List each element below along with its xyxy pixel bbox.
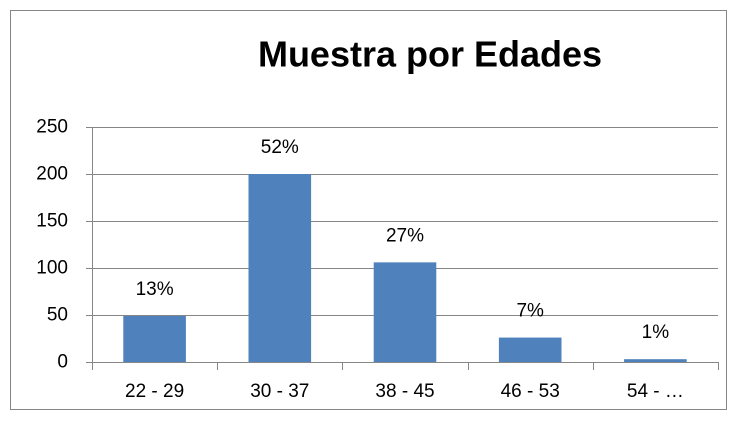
bar: [248, 174, 312, 362]
bar: [123, 315, 186, 362]
x-tick-label: 38 - 45: [375, 381, 434, 402]
y-tick-label: 100: [36, 258, 68, 279]
bar: [498, 337, 562, 362]
data-label: 27%: [386, 225, 424, 246]
data-label: 52%: [261, 137, 299, 158]
y-tick-label: 250: [36, 117, 68, 138]
y-tick-label: 0: [57, 352, 68, 373]
data-label: 7%: [516, 301, 544, 322]
data-label: 13%: [136, 279, 174, 300]
data-label: 1%: [642, 322, 670, 343]
y-tick-label: 200: [36, 164, 68, 185]
y-tick-label: 50: [47, 305, 68, 326]
x-tick-label: 22 - 29: [125, 381, 184, 402]
bar: [624, 359, 687, 362]
x-tick-label: 30 - 37: [250, 381, 309, 402]
x-tick-label: 46 - 53: [501, 381, 560, 402]
chart-title: Muestra por Edades: [258, 34, 602, 75]
y-tick-label: 150: [36, 211, 68, 232]
bar: [373, 262, 437, 362]
x-tick-label: 54 - …: [627, 381, 684, 402]
